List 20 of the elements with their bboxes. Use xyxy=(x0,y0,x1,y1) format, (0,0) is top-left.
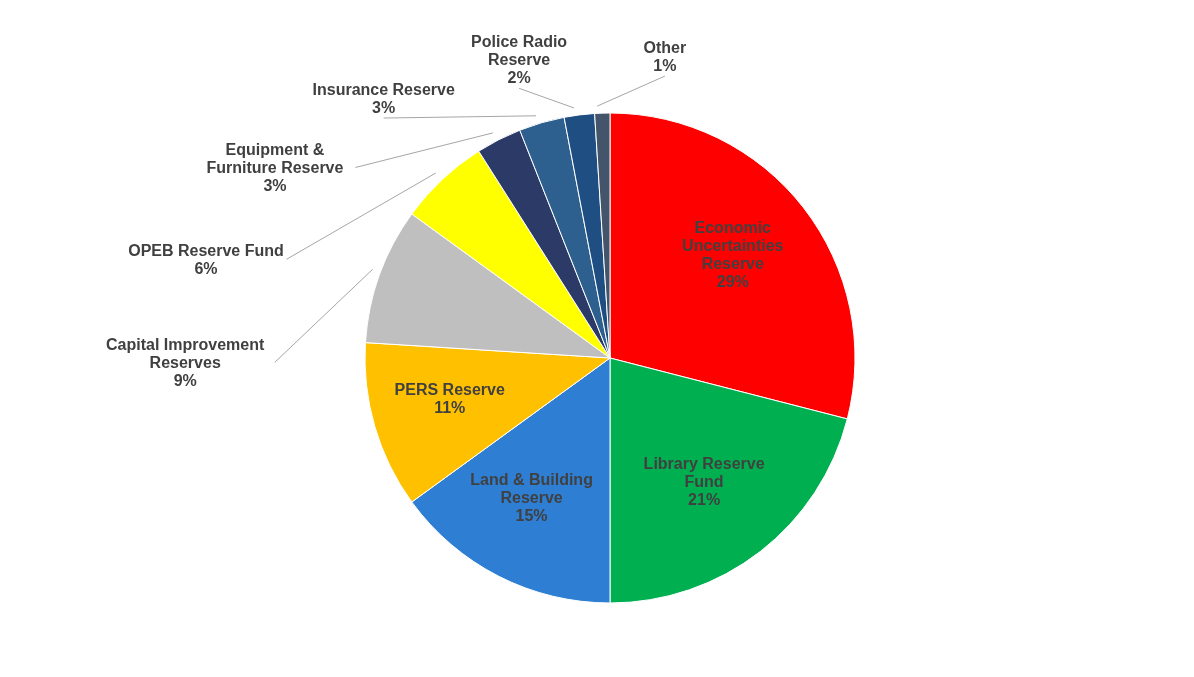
data-label: 21% xyxy=(688,490,721,508)
data-label: 1% xyxy=(653,56,677,74)
data-label: 29% xyxy=(716,272,749,290)
slice-label: Library Reserve Fund xyxy=(643,454,765,490)
data-label: 15% xyxy=(515,506,548,524)
slice-label: PERS Reserve xyxy=(394,380,505,398)
slice-label: Equipment & Furniture Reserve xyxy=(206,140,344,176)
slice-label: Economic Uncertainties Reserve xyxy=(682,218,784,272)
slice-label: Insurance Reserve xyxy=(312,80,455,98)
data-label: 11% xyxy=(434,398,466,416)
slice-label: Other xyxy=(643,38,687,56)
slice-label: Land & Building Reserve xyxy=(470,470,593,506)
data-label: 3% xyxy=(263,176,287,194)
data-label: 3% xyxy=(372,98,396,116)
data-label: 9% xyxy=(173,371,197,389)
slice-label: Capital Improvement Reserves xyxy=(106,335,265,371)
data-label: 2% xyxy=(507,68,531,86)
slice-label: Police Radio Reserve xyxy=(471,32,568,68)
slice-label: OPEB Reserve Fund xyxy=(128,241,284,259)
data-label: 6% xyxy=(194,259,218,277)
